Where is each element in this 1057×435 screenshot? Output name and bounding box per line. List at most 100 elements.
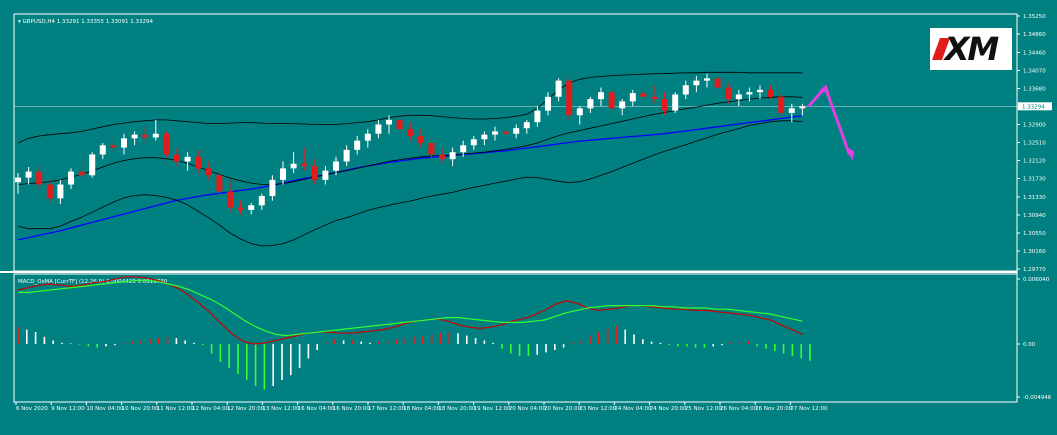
time-tick-label: 20 Nov 20:00 [544, 406, 582, 412]
time-tick-label: 16 Nov 20:00 [333, 406, 371, 412]
candle-body [184, 156, 191, 162]
macd-tick-label: -0.004946 [1023, 395, 1052, 401]
candle-body [725, 87, 732, 100]
candle-body [227, 191, 233, 208]
macd-pane: MACD_OsMA [CurrTF] (12,26,9) 0.0004423 0… [17, 276, 811, 390]
price-tick-label: 1.32120 [1023, 159, 1046, 165]
candle-body [110, 145, 117, 148]
time-tick-label: 6 Nov 2020 [16, 406, 48, 412]
candle-body [587, 99, 594, 109]
time-tick-label: 27 Nov 12:00 [790, 406, 828, 412]
candle-body [629, 93, 636, 102]
time-tick-label: 26 Nov 04:00 [720, 406, 758, 412]
candle-body [142, 134, 149, 138]
price-tick-label: 1.33680 [1023, 86, 1046, 92]
chart-frame [0, 13, 1018, 403]
candle-body [57, 184, 64, 199]
candle-body [449, 152, 456, 160]
moving-average-line [17, 115, 803, 241]
time-tick-label: 25 Nov 12:00 [685, 406, 723, 412]
candle-body [205, 168, 212, 176]
candle-body [311, 166, 318, 180]
macd-chart-title: MACD_OsMA [CurrTF] (12,26,9) 0.0004423 0… [18, 279, 168, 285]
bollinger-band-line [17, 71, 803, 144]
macd-tick-label: 0.00 [1023, 342, 1036, 348]
candle-body [280, 168, 286, 180]
price-tick-label: 1.30550 [1023, 231, 1046, 237]
signal-line [18, 279, 803, 337]
candle-body [555, 80, 562, 97]
candle-body [608, 92, 615, 109]
candle-body [248, 205, 255, 210]
candle-body [68, 171, 74, 185]
candle-body [682, 85, 689, 95]
time-tick-label: 24 Nov 04:00 [614, 406, 652, 412]
time-tick-label: 19 Nov 12:00 [474, 406, 512, 412]
candle-body [523, 122, 530, 129]
candle-body [714, 78, 721, 88]
macd-tick-label: 0.006040 [1023, 277, 1050, 283]
candle-body [131, 134, 138, 139]
forecast-arrow-head [844, 145, 855, 161]
time-tick-label: 16 Nov 04:00 [298, 406, 336, 412]
price-tick-label: 1.31330 [1023, 195, 1046, 201]
candle-body [407, 129, 414, 137]
candle-body [767, 89, 774, 97]
current-price-box [1018, 102, 1052, 111]
candle-body [343, 149, 350, 162]
candle-body [375, 124, 382, 134]
candle-body [36, 171, 43, 185]
candle-body [566, 80, 573, 116]
time-tick-label: 24 Nov 20:00 [650, 406, 688, 412]
candle-body [534, 110, 541, 123]
candle-body [481, 134, 488, 140]
candle-body [354, 140, 361, 150]
price-pane: ▾ GBPUSD,H4 1.33291 1.33355 1.33091 1.33… [14, 19, 1017, 247]
candle-body [672, 94, 679, 111]
candle-body [258, 196, 265, 206]
bollinger-band-line [17, 96, 803, 185]
time-tick-label: 11 Nov 12:00 [157, 406, 195, 412]
candle-body [513, 128, 520, 134]
price-tick-label: 1.30940 [1023, 213, 1046, 219]
candle-body [386, 119, 392, 125]
candle-body [778, 96, 785, 113]
price-tick-label: 1.32510 [1023, 141, 1046, 147]
candle-body [163, 133, 170, 155]
xm-logo-text: XM [944, 30, 1000, 68]
candle-body [651, 96, 657, 100]
candle-body [704, 78, 710, 81]
candle-body [428, 142, 435, 155]
candle-body [576, 108, 583, 116]
time-tick-label: 12 Nov 20:00 [227, 406, 265, 412]
candle-body [417, 136, 424, 143]
candle-body [460, 145, 467, 153]
forecast-arrow-top [819, 84, 830, 94]
candle-body [364, 133, 371, 141]
candle-body [502, 131, 509, 134]
candle-body [757, 89, 763, 93]
macd-line [17, 276, 803, 345]
time-tick-label: 18 Nov 20:00 [438, 406, 476, 412]
price-tick-label: 1.34070 [1023, 68, 1046, 74]
time-tick-label: 26 Nov 20:00 [755, 406, 793, 412]
price-tick-label: 1.34460 [1023, 50, 1046, 56]
candle-body [46, 184, 53, 199]
price-tick-label: 1.35250 [1023, 14, 1046, 20]
bollinger-band-line [17, 120, 803, 247]
candle-body [470, 139, 477, 146]
candle-body [619, 101, 626, 109]
price-chart-title: ▾ GBPUSD,H4 1.33291 1.33355 1.33091 1.33… [18, 19, 153, 25]
price-tick-label: 1.31730 [1023, 177, 1046, 183]
candle-body [269, 179, 276, 197]
time-tick-label: 17 Nov 12:00 [368, 406, 406, 412]
time-tick-label: 10 Nov 04:00 [86, 406, 124, 412]
time-tick-label: 18 Nov 04:00 [403, 406, 441, 412]
time-tick-label: 10 Nov 20:00 [122, 406, 160, 412]
candle-body [78, 171, 85, 176]
price-tick-label: 1.32900 [1023, 122, 1046, 128]
time-tick-label: 23 Nov 12:00 [579, 406, 617, 412]
candle-body [290, 163, 297, 169]
candle-body [640, 93, 647, 97]
